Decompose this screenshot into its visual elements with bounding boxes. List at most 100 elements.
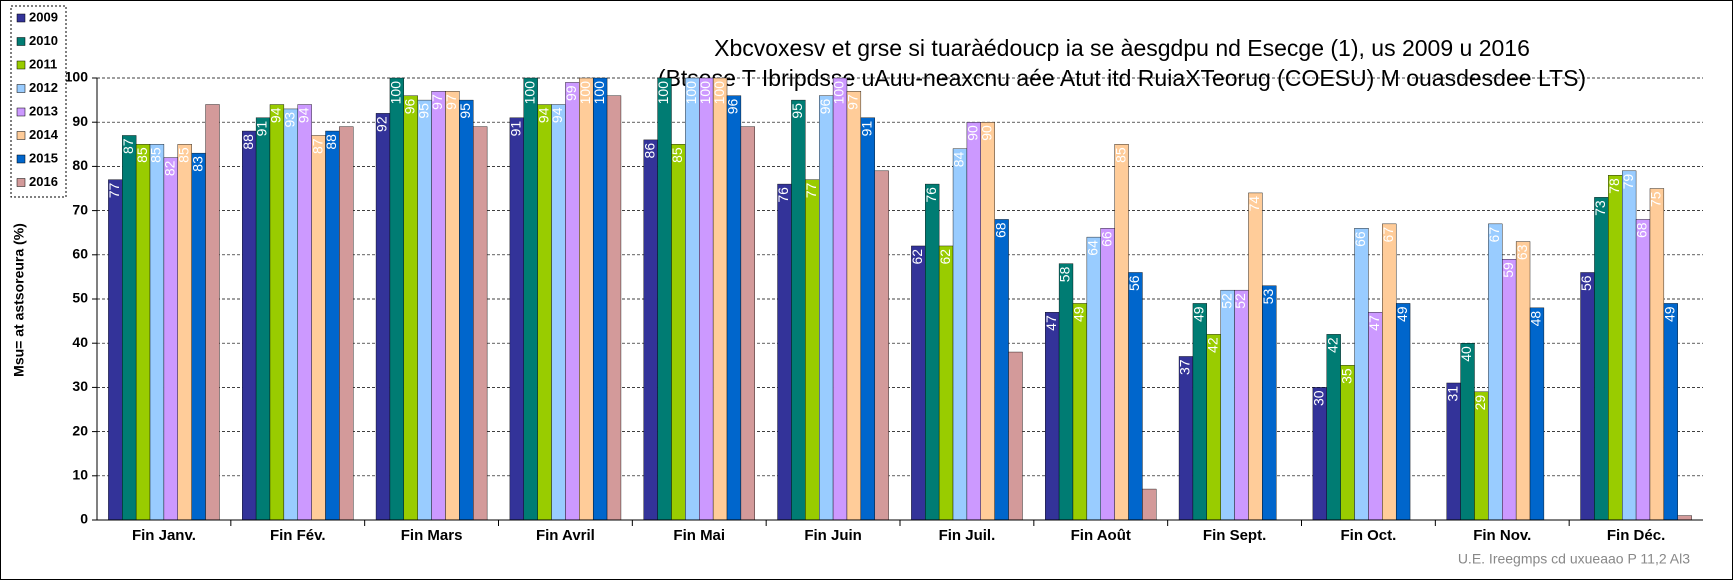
- data-label: 87: [120, 138, 136, 154]
- legend-label: 2013: [29, 103, 58, 118]
- bar: [375, 113, 391, 521]
- data-label: 78: [1606, 178, 1622, 194]
- bar: [938, 245, 954, 521]
- bar: [523, 77, 538, 521]
- data-label: 95: [457, 103, 473, 119]
- legend-label: 2014: [29, 127, 59, 142]
- bar: [283, 108, 298, 521]
- legend-label: 2010: [29, 33, 58, 48]
- y-tick-label: 10: [72, 467, 88, 483]
- bar: [1326, 334, 1341, 521]
- footer: U.E. Ireegmps cd uxueaao P 11,2 Al3: [1458, 551, 1690, 567]
- bar: [606, 95, 622, 521]
- bar: [205, 104, 220, 521]
- data-label: 75: [1648, 191, 1664, 207]
- bar: [1608, 175, 1623, 521]
- data-label: 97: [429, 94, 445, 110]
- y-tick-label: 80: [72, 157, 88, 173]
- x-tick-label: Fin Fév.: [270, 527, 326, 544]
- bar: [297, 104, 312, 521]
- bar: [473, 126, 488, 521]
- bar: [1340, 365, 1355, 521]
- bar: [980, 121, 995, 521]
- bar: [445, 91, 460, 521]
- y-tick-label: 100: [65, 69, 89, 85]
- data-label: 94: [549, 107, 565, 123]
- bar: [1395, 303, 1411, 521]
- x-tick-label: Fin Août: [1071, 527, 1131, 544]
- bar: [911, 245, 926, 521]
- bar: [565, 82, 580, 521]
- bar: [791, 99, 806, 521]
- legend-label: 2009: [29, 9, 58, 24]
- bar: [1114, 144, 1129, 521]
- bar: [685, 77, 700, 521]
- data-label: 64: [1085, 240, 1101, 256]
- data-label: 94: [295, 107, 311, 123]
- data-label: 29: [1472, 395, 1488, 411]
- data-label: 49: [1394, 306, 1410, 322]
- bar: [1234, 289, 1249, 521]
- data-label: 90: [978, 125, 994, 141]
- data-label: 100: [683, 81, 699, 105]
- bar: [966, 121, 982, 521]
- bar: [135, 144, 151, 521]
- data-label: 76: [923, 187, 939, 203]
- bar: [537, 104, 552, 521]
- x-tick-label: Fin Déc.: [1607, 527, 1665, 544]
- bar: [431, 91, 446, 521]
- bar: [1529, 307, 1545, 521]
- legend-swatch: [16, 84, 26, 93]
- data-label: 73: [1592, 200, 1608, 216]
- legend-swatch: [16, 131, 26, 140]
- bar: [1142, 488, 1157, 521]
- data-label: 68: [1634, 222, 1650, 238]
- bar: [846, 91, 862, 521]
- data-label: 84: [951, 152, 967, 168]
- data-label: 58: [1057, 266, 1073, 282]
- data-label: 67: [1486, 227, 1502, 243]
- bar: [777, 183, 792, 521]
- data-label: 49: [1191, 306, 1207, 322]
- bar: [509, 117, 524, 521]
- x-tick-label: Fin Mars: [401, 527, 463, 544]
- bar: [1045, 312, 1060, 521]
- bar: [1220, 289, 1235, 521]
- data-label: 100: [831, 81, 847, 105]
- data-label: 100: [655, 81, 671, 105]
- data-label: 91: [254, 121, 270, 137]
- data-label: 77: [106, 182, 122, 198]
- bar: [1100, 228, 1115, 521]
- bar: [1649, 188, 1665, 521]
- data-label: 82: [162, 160, 178, 176]
- x-tick-label: Fin Juin: [804, 527, 862, 544]
- data-label: 100: [521, 81, 537, 105]
- data-label: 97: [443, 94, 459, 110]
- data-label: 86: [641, 143, 657, 159]
- bar: [1635, 219, 1651, 521]
- bar: [1460, 343, 1475, 521]
- legend-swatch: [16, 37, 26, 46]
- legend-label: 2012: [29, 80, 58, 95]
- bar: [860, 117, 875, 521]
- data-label: 99: [563, 85, 579, 101]
- bar: [657, 77, 672, 521]
- legend-swatch: [16, 60, 26, 70]
- bar: [551, 104, 566, 521]
- data-label: 42: [1204, 337, 1220, 353]
- data-label: 35: [1338, 368, 1354, 384]
- bar: [122, 135, 137, 521]
- data-label: 47: [1366, 315, 1382, 331]
- bar: [1677, 515, 1692, 521]
- y-tick-label: 0: [80, 511, 88, 527]
- data-label: 96: [817, 98, 833, 114]
- data-label: 56: [1578, 275, 1594, 291]
- bar: [874, 170, 889, 521]
- data-label: 85: [175, 147, 191, 163]
- data-label: 53: [1260, 289, 1276, 305]
- x-tick-label: Fin Oct.: [1340, 527, 1396, 544]
- data-label: 49: [1661, 306, 1677, 322]
- data-label: 93: [282, 112, 298, 128]
- y-tick-label: 40: [72, 334, 88, 350]
